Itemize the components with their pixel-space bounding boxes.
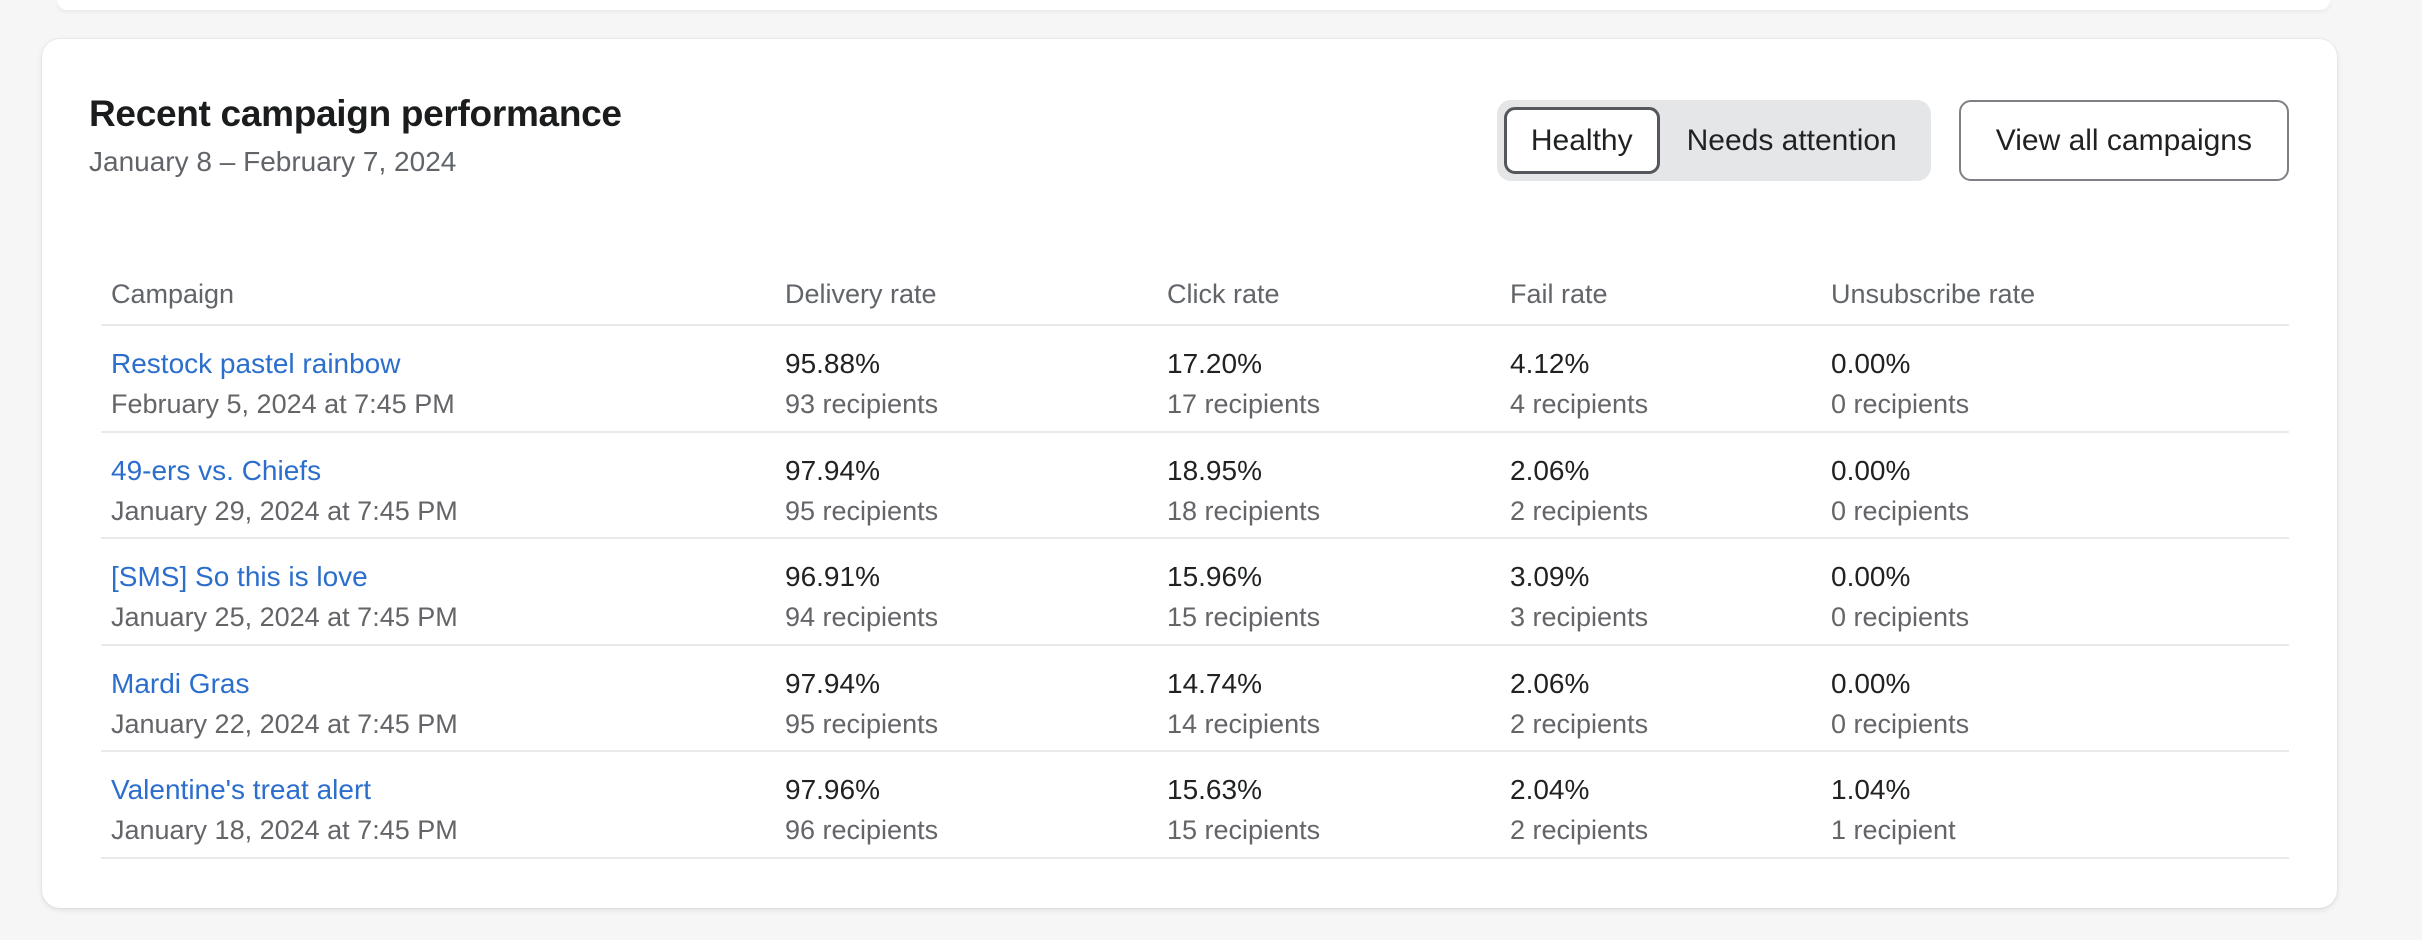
delivery-rate-recipients: 95 recipients: [785, 495, 939, 526]
table-row: Mardi Gras January 22, 2024 at 7:45 PM 9…: [101, 646, 2289, 752]
click-rate-value: 14.74%: [1167, 667, 1262, 699]
campaign-cell: [SMS] So this is love January 25, 2024 a…: [101, 558, 785, 634]
click-rate-recipients: 14 recipients: [1167, 708, 1321, 739]
card-heading: Recent campaign performance January 8 – …: [89, 91, 622, 180]
table-body: Restock pastel rainbow February 5, 2024 …: [101, 326, 2289, 859]
unsubscribe-rate-cell: 0.00% 0 recipients: [1831, 665, 2289, 741]
unsubscribe-rate-value: 1.04%: [1831, 774, 1911, 805]
fail-rate-recipients: 2 recipients: [1510, 815, 1649, 845]
campaign-cell: 49-ers vs. Chiefs January 29, 2024 at 7:…: [101, 452, 785, 528]
unsubscribe-rate-cell: 0.00% 0 recipients: [1831, 452, 2289, 528]
delivery-rate-cell: 96.91% 94 recipients: [785, 558, 1167, 634]
fail-rate-recipients: 3 recipients: [1510, 602, 1649, 632]
delivery-rate-cell: 97.94% 95 recipients: [785, 665, 1167, 741]
table-row: Restock pastel rainbow February 5, 2024 …: [101, 326, 2289, 433]
column-header-delivery-rate: Delivery rate: [785, 279, 937, 309]
unsubscribe-rate-recipients: 0 recipients: [1831, 495, 1970, 526]
fail-rate-recipients: 2 recipients: [1510, 708, 1649, 739]
fail-rate-cell: 2.06% 2 recipients: [1510, 452, 1831, 528]
delivery-rate-recipients: 94 recipients: [785, 602, 939, 632]
fail-rate-value: 2.06%: [1510, 454, 1590, 486]
click-rate-recipients: 15 recipients: [1167, 602, 1321, 632]
click-rate-cell: 15.63% 15 recipients: [1167, 771, 1510, 847]
click-rate-recipients: 18 recipients: [1167, 495, 1321, 526]
fail-rate-recipients: 2 recipients: [1510, 495, 1649, 526]
delivery-rate-value: 96.91%: [785, 561, 880, 592]
unsubscribe-rate-cell: 0.00% 0 recipients: [1831, 558, 2289, 634]
delivery-rate-value: 95.88%: [785, 348, 880, 379]
unsubscribe-rate-recipients: 0 recipients: [1831, 602, 1970, 632]
unsubscribe-rate-cell: 0.00% 0 recipients: [1831, 345, 2289, 421]
delivery-rate-cell: 95.88% 93 recipients: [785, 345, 1167, 421]
column-header-fail-rate: Fail rate: [1510, 279, 1608, 309]
click-rate-value: 17.20%: [1167, 348, 1262, 379]
click-rate-cell: 15.96% 15 recipients: [1167, 558, 1510, 634]
campaign-link[interactable]: Mardi Gras: [111, 667, 250, 699]
click-rate-cell: 18.95% 18 recipients: [1167, 452, 1510, 528]
unsubscribe-rate-value: 0.00%: [1831, 667, 1911, 699]
click-rate-value: 18.95%: [1167, 454, 1262, 486]
column-header-click-rate: Click rate: [1167, 279, 1280, 309]
column-header-campaign: Campaign: [111, 279, 235, 309]
unsubscribe-rate-recipients: 0 recipients: [1831, 389, 1970, 419]
previous-card-bottom-edge: [57, 0, 2330, 10]
campaign-cell: Mardi Gras January 22, 2024 at 7:45 PM: [101, 665, 785, 741]
delivery-rate-cell: 97.94% 95 recipients: [785, 452, 1167, 528]
unsubscribe-rate-value: 0.00%: [1831, 454, 1911, 486]
click-rate-cell: 14.74% 14 recipients: [1167, 665, 1510, 741]
unsubscribe-rate-value: 0.00%: [1831, 561, 1911, 592]
fail-rate-cell: 2.04% 2 recipients: [1510, 771, 1831, 847]
recent-campaign-performance-card: Recent campaign performance January 8 – …: [42, 39, 2337, 908]
health-filter-toggle: Healthy Needs attention: [1496, 100, 1931, 181]
campaign-sent-date: February 5, 2024 at 7:45 PM: [111, 389, 455, 419]
delivery-rate-cell: 97.96% 96 recipients: [785, 771, 1167, 847]
unsubscribe-rate-recipients: 1 recipient: [1831, 815, 1956, 845]
fail-rate-recipients: 4 recipients: [1510, 389, 1649, 419]
campaign-performance-table: Campaign Delivery rate Click rate Fail r…: [101, 265, 2289, 859]
campaign-link[interactable]: Restock pastel rainbow: [111, 348, 401, 379]
click-rate-value: 15.63%: [1167, 774, 1262, 805]
delivery-rate-value: 97.94%: [785, 667, 880, 699]
campaign-link[interactable]: 49-ers vs. Chiefs: [111, 454, 322, 486]
table-row: [SMS] So this is love January 25, 2024 a…: [101, 539, 2289, 646]
campaign-sent-date: January 18, 2024 at 7:45 PM: [111, 815, 458, 845]
campaign-link[interactable]: Valentine's treat alert: [111, 774, 372, 805]
table-row: Valentine's treat alert January 18, 2024…: [101, 752, 2289, 859]
click-rate-recipients: 15 recipients: [1167, 815, 1321, 845]
column-header-unsubscribe-rate: Unsubscribe rate: [1831, 279, 2036, 309]
view-all-campaigns-button[interactable]: View all campaigns: [1958, 100, 2289, 181]
campaign-sent-date: January 29, 2024 at 7:45 PM: [111, 495, 458, 526]
fail-rate-value: 3.09%: [1510, 561, 1590, 592]
toggle-option-healthy[interactable]: Healthy: [1503, 107, 1660, 174]
toggle-option-needs-attention[interactable]: Needs attention: [1686, 123, 1897, 157]
date-range-subtitle: January 8 – February 7, 2024: [89, 146, 457, 177]
fail-rate-value: 2.06%: [1510, 667, 1590, 699]
delivery-rate-value: 97.94%: [785, 454, 880, 486]
campaign-cell: Restock pastel rainbow February 5, 2024 …: [101, 345, 785, 421]
unsubscribe-rate-cell: 1.04% 1 recipient: [1831, 771, 2289, 847]
delivery-rate-recipients: 96 recipients: [785, 815, 939, 845]
campaign-sent-date: January 22, 2024 at 7:45 PM: [111, 708, 458, 739]
delivery-rate-value: 97.96%: [785, 774, 880, 805]
delivery-rate-recipients: 95 recipients: [785, 708, 939, 739]
click-rate-recipients: 17 recipients: [1167, 389, 1321, 419]
click-rate-cell: 17.20% 17 recipients: [1167, 345, 1510, 421]
table-row: 49-ers vs. Chiefs January 29, 2024 at 7:…: [101, 433, 2289, 539]
header-controls: Healthy Needs attention View all campaig…: [1496, 100, 2289, 181]
fail-rate-cell: 4.12% 4 recipients: [1510, 345, 1831, 421]
page-title: Recent campaign performance: [89, 93, 622, 134]
unsubscribe-rate-value: 0.00%: [1831, 348, 1911, 379]
campaign-link[interactable]: [SMS] So this is love: [111, 561, 368, 592]
fail-rate-value: 2.04%: [1510, 774, 1590, 805]
campaign-sent-date: January 25, 2024 at 7:45 PM: [111, 602, 458, 632]
campaign-cell: Valentine's treat alert January 18, 2024…: [101, 771, 785, 847]
delivery-rate-recipients: 93 recipients: [785, 389, 939, 419]
unsubscribe-rate-recipients: 0 recipients: [1831, 708, 1970, 739]
fail-rate-value: 4.12%: [1510, 348, 1590, 379]
fail-rate-cell: 3.09% 3 recipients: [1510, 558, 1831, 634]
click-rate-value: 15.96%: [1167, 561, 1262, 592]
fail-rate-cell: 2.06% 2 recipients: [1510, 665, 1831, 741]
table-header-row: Campaign Delivery rate Click rate Fail r…: [101, 265, 2289, 326]
